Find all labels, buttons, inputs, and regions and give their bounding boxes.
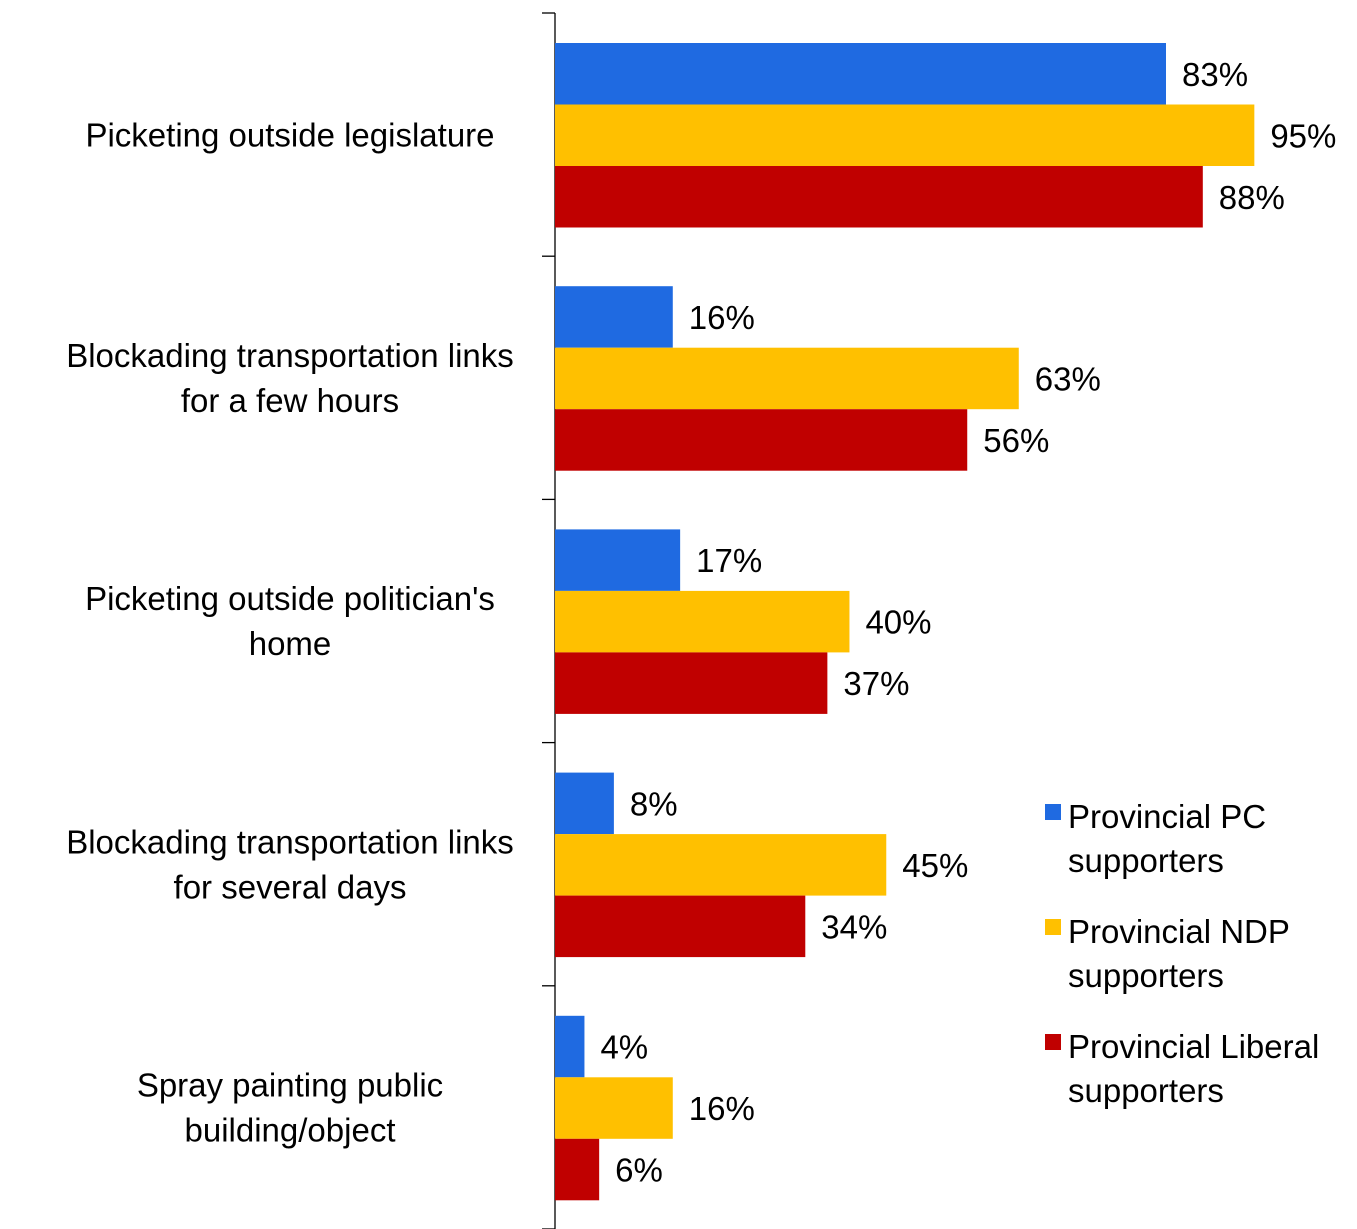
data-label: 16%	[689, 1090, 755, 1127]
legend-label: Provincial PC	[1068, 798, 1266, 835]
data-label: 83%	[1182, 56, 1248, 93]
legend-label: supporters	[1068, 1072, 1224, 1109]
data-label: 34%	[821, 908, 887, 945]
bar	[555, 166, 1203, 228]
bar	[555, 347, 1019, 410]
category-label: Spray painting public	[137, 1067, 443, 1104]
bar	[555, 1138, 600, 1201]
category-label: Picketing outside politician's	[85, 580, 495, 617]
category-label: Picketing outside legislature	[85, 116, 494, 153]
bar	[555, 1077, 673, 1139]
bar	[555, 104, 1255, 166]
bar	[555, 590, 850, 653]
category-label: for a few hours	[181, 382, 399, 419]
data-label: 4%	[600, 1029, 648, 1066]
legend-label: Provincial NDP	[1068, 913, 1290, 950]
bar	[555, 529, 681, 591]
data-label: 45%	[902, 847, 968, 884]
legend-swatch	[1045, 804, 1061, 820]
data-label: 6%	[615, 1152, 663, 1189]
data-label: 56%	[983, 422, 1049, 459]
bar	[555, 834, 887, 896]
bar	[555, 286, 673, 348]
category-label: home	[249, 625, 332, 662]
labels: Picketing outside legislature 83% 95% 88% Bl…	[66, 56, 1336, 1189]
bars	[555, 43, 1255, 1201]
bar	[555, 43, 1166, 105]
legend: Provincial PC supporters Provincial NDP sup…	[1045, 798, 1319, 1109]
data-label: 40%	[865, 604, 931, 641]
legend-label: supporters	[1068, 957, 1224, 994]
category-label: Blockading transportation links	[66, 337, 514, 374]
bar	[555, 652, 828, 714]
legend-swatch	[1045, 1034, 1061, 1050]
bar	[555, 1015, 585, 1078]
data-label: 95%	[1270, 117, 1336, 154]
category-label: for several days	[174, 868, 407, 905]
legend-label: supporters	[1068, 842, 1224, 879]
legend-label: Provincial Liberal	[1068, 1028, 1319, 1065]
data-label: 37%	[843, 665, 909, 702]
data-label: 17%	[696, 542, 762, 579]
bar	[555, 772, 614, 835]
data-label: 16%	[689, 299, 755, 336]
data-label: 63%	[1035, 360, 1101, 397]
category-label: Blockading transportation links	[66, 823, 514, 860]
bar	[555, 409, 968, 471]
data-label: 8%	[630, 785, 678, 822]
axis	[542, 12, 556, 1229]
category-label: building/object	[185, 1112, 396, 1149]
legend-swatch	[1045, 919, 1061, 935]
bar	[555, 895, 806, 958]
data-label: 88%	[1219, 179, 1285, 216]
